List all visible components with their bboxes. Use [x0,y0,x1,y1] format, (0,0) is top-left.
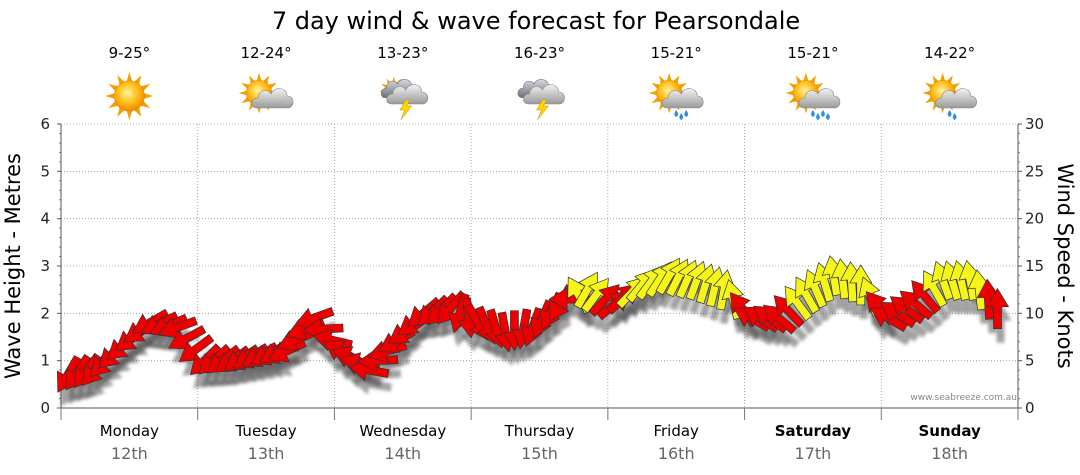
arrow-shadow [788,300,816,335]
day-temperature: 16-23° [514,44,565,62]
wind-arrow [899,290,934,321]
day-name-label: Sunday [918,422,981,440]
day-temperature: 13-23° [377,44,428,62]
temperature-row: 9-25° 12-24° 13-23° 16-23° 15-21° 15-21° 14-22… [109,44,976,62]
day-date-label: 15th [521,444,558,463]
raindrop-glyph [811,110,815,117]
wind-arrow [348,358,390,382]
raindrop-glyph [821,110,825,117]
right-tick-label: 20 [1025,210,1044,228]
left-tick-label: 3 [40,257,50,275]
wind-arrow [773,295,805,328]
day-name-label: Thursday [504,422,575,440]
raindrop-glyph [947,110,952,117]
weather-icon-row [105,71,977,121]
raindrop-glyph [684,110,689,117]
wind-arrow [712,269,736,311]
sun-rain-icon [648,72,704,120]
plot-axes: 0 1 2 3 4 5 6 0 5 10 15 20 25 30 [40,115,1044,420]
wind-arrows [56,255,1010,393]
day-date-label: 14th [384,444,421,463]
day-date-label: 18th [931,444,968,463]
right-tick-label: 15 [1025,257,1044,275]
arrow-shadow [271,353,310,377]
left-axis-title: Wave Height - Metres [1,153,25,379]
raindrop-glyph [826,113,830,120]
right-tick-label: 10 [1025,304,1044,322]
right-tick-label: 5 [1025,352,1035,370]
day-name-label: Friday [653,422,699,440]
right-tick-label: 25 [1025,162,1044,180]
sun-icon [105,71,154,121]
sun-cloud-light-rain-icon [921,72,977,120]
day-temperature: 12-24° [241,44,292,62]
credit-text: www.seabreeze.com.au [910,393,1017,403]
day-temperature: 14-22° [924,44,975,62]
day-name-label: Tuesday [235,422,297,440]
left-tick-label: 5 [40,162,50,180]
sun-heavy-rain-icon [785,72,841,120]
wind-arrow [357,349,399,373]
left-tick-label: 0 [40,399,50,417]
raindrop-glyph [674,110,679,117]
right-tick-label: 30 [1025,115,1044,133]
day-name-label: Saturday [775,422,852,440]
day-date-label: 16th [658,444,695,463]
raindrop-glyph [816,113,820,120]
left-tick-label: 6 [40,115,50,133]
right-tick-label: 0 [1025,399,1035,417]
left-tick-label: 2 [40,304,50,322]
day-date-label: 17th [795,444,832,463]
day-labels: Monday 12th Tuesday 13th Wednesday 14th Thursd… [100,422,981,463]
wind-arrow [762,304,798,335]
right-axis-title: Wind Speed - Knots [1053,163,1077,368]
chart-title: 7 day wind & wave forecast for Pearsonda… [272,7,800,35]
wind-arrow [985,287,1010,329]
raindrop-glyph [952,113,957,120]
left-tick-label: 4 [40,210,50,228]
wind-arrow [784,285,813,322]
wind-arrow [849,264,873,306]
day-date-label: 12th [111,444,148,463]
sun-cloud-icon [238,72,294,114]
wind-arrow [911,280,941,315]
wind-arrow [178,333,215,362]
day-name-label: Wednesday [359,422,446,440]
raindrop-glyph [679,113,684,120]
sun-glyph [105,71,154,121]
day-temperature: 15-21° [651,44,702,62]
storm-sun-icon [379,76,429,121]
left-tick-label: 1 [40,352,50,370]
storm-cloud-icon [517,79,565,121]
day-temperature: 15-21° [787,44,838,62]
day-name-label: Monday [100,422,159,440]
day-temperature: 9-25° [109,44,151,62]
arrow-shadow [280,342,319,366]
day-date-label: 13th [248,444,285,463]
